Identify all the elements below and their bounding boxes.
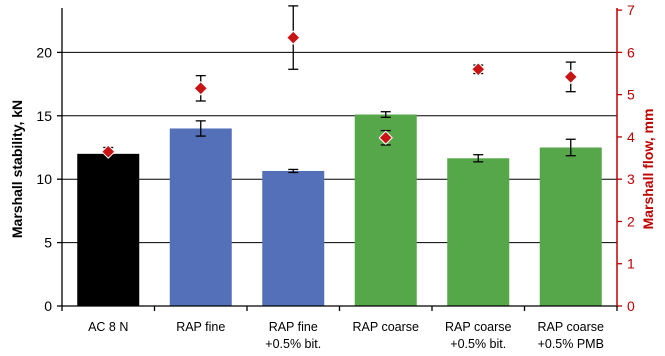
stability-bar <box>262 170 325 306</box>
flow-marker <box>378 130 393 145</box>
flow-marker <box>286 30 301 45</box>
flow-marker <box>193 81 208 96</box>
stability-bar <box>354 114 417 306</box>
category-label-line: +0.5% PMB <box>538 337 604 351</box>
right-tick-label: 1 <box>627 256 635 272</box>
right-tick-label: 5 <box>627 87 635 103</box>
left-tick-label: 20 <box>36 44 52 60</box>
tick-labels: 0 5 10 15 20 0 1 2 3 4 5 6 7 <box>36 2 635 314</box>
stability-bars <box>77 111 602 306</box>
axes <box>57 8 622 311</box>
category-label-line: RAP coarse <box>353 320 420 334</box>
right-tick-label: 7 <box>627 2 635 18</box>
category-label: RAP fine +0.5% bit. <box>265 320 321 351</box>
category-label-line: AC 8 N <box>88 320 128 334</box>
right-tick-label: 3 <box>627 171 635 187</box>
category-label: RAP fine <box>176 320 225 334</box>
stability-bar <box>169 128 232 306</box>
category-label: RAP coarse +0.5% bit. <box>445 320 512 351</box>
right-axis-title: Marshall flow, mm <box>640 109 656 230</box>
category-label-line: RAP fine <box>176 320 225 334</box>
right-tick-label: 6 <box>627 44 635 60</box>
flow-marker <box>471 62 486 77</box>
category-label-line: +0.5% bit. <box>265 337 321 351</box>
left-tick-label: 15 <box>36 108 52 124</box>
left-tick-label: 5 <box>44 235 52 251</box>
category-label: RAP coarse <box>353 320 420 334</box>
category-label: RAP coarse +0.5% PMB <box>538 320 605 351</box>
category-label: AC 8 N <box>88 320 128 334</box>
stability-bar <box>539 147 602 306</box>
right-tick-label: 2 <box>627 213 635 229</box>
stability-bar <box>77 153 140 306</box>
left-tick-label: 0 <box>44 298 52 314</box>
category-label-line: +0.5% bit. <box>450 337 506 351</box>
right-tick-label: 4 <box>627 129 635 145</box>
flow-marker <box>563 69 578 85</box>
right-tick-label: 0 <box>627 298 635 314</box>
category-labels: AC 8 N RAP fine RAP fine +0.5% bit.RAP coar… <box>88 320 604 351</box>
category-label-line: RAP coarse <box>445 320 512 334</box>
flow-markers <box>101 5 578 159</box>
flow-marker <box>101 144 116 159</box>
stability-bar <box>447 158 510 306</box>
left-axis-title: Marshall stability, kN <box>9 100 25 238</box>
gridlines <box>62 51 617 244</box>
left-tick-label: 10 <box>36 171 52 187</box>
category-label-line: RAP fine <box>269 320 318 334</box>
category-label-line: RAP coarse <box>538 320 605 334</box>
